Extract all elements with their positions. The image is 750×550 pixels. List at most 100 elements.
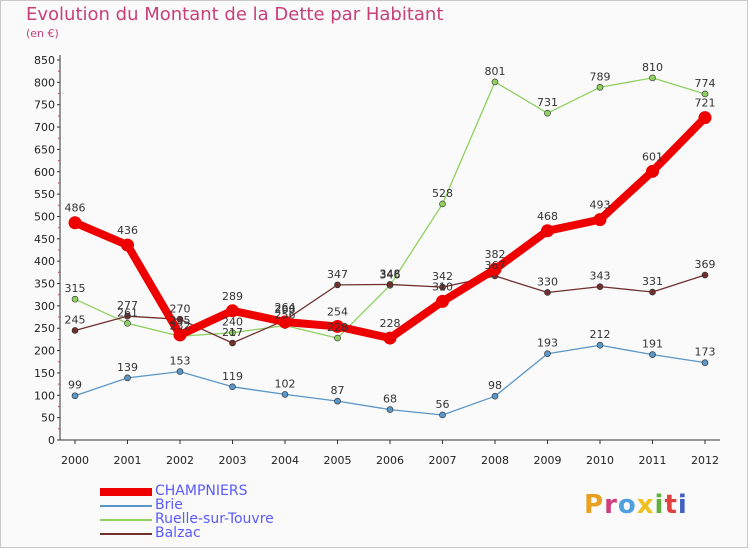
data-point-champniers: [121, 238, 134, 252]
data-point-brie: [229, 383, 236, 391]
data-label-champniers: 601: [642, 150, 663, 163]
legend-swatch: [100, 519, 152, 521]
logo-letter: o: [617, 490, 637, 520]
data-label-balzac: 347: [327, 268, 348, 281]
data-label-brie: 102: [275, 377, 296, 390]
data-label-ruelle-sur-touvre: 528: [432, 187, 453, 200]
y-tick-label: 850: [34, 54, 55, 67]
y-tick-label: 450: [34, 233, 55, 246]
data-point-balzac: [124, 312, 131, 320]
data-label-ruelle-sur-touvre: 801: [485, 65, 506, 78]
data-label-brie: 56: [436, 398, 450, 411]
logo-letter: r: [604, 490, 618, 520]
y-tick-label: 100: [34, 389, 55, 402]
data-point-brie: [544, 350, 551, 358]
x-tick-label: 2002: [166, 454, 194, 467]
y-tick-label: 550: [34, 188, 55, 201]
data-point-champniers: [488, 262, 502, 276]
data-label-brie: 173: [695, 346, 716, 359]
y-tick-label: 400: [34, 255, 55, 268]
x-tick-label: 2007: [429, 454, 457, 467]
data-point-ruelle-sur-touvre: [124, 320, 131, 327]
data-point-brie: [491, 392, 499, 400]
logo-letter: i: [677, 490, 688, 520]
data-label-champniers: 228: [380, 317, 401, 330]
data-label-balzac: 348: [380, 267, 401, 280]
x-tick-label: 2010: [586, 454, 614, 467]
y-tick-label: 50: [41, 412, 55, 425]
data-point-brie: [439, 411, 446, 419]
x-tick-label: 2012: [691, 454, 719, 467]
data-point-brie: [71, 392, 79, 400]
x-tick-label: 2008: [481, 454, 509, 467]
y-tick-label: 700: [34, 121, 55, 134]
data-label-ruelle-sur-touvre: 789: [590, 70, 611, 83]
data-label-brie: 191: [642, 338, 663, 351]
data-label-balzac: 331: [642, 275, 663, 288]
legend-label: CHAMPNIERS: [155, 483, 248, 499]
data-point-brie: [649, 351, 656, 358]
data-label-ruelle-sur-touvre: 256: [275, 309, 296, 322]
data-label-ruelle-sur-touvre: 228: [327, 321, 348, 334]
data-point-balzac: [649, 288, 656, 296]
y-tick-label: 750: [34, 99, 55, 112]
data-label-champniers: 235: [170, 314, 191, 327]
data-point-champniers: [278, 315, 292, 329]
y-tick-label: 200: [34, 345, 55, 358]
data-label-brie: 153: [170, 355, 191, 368]
x-tick-label: 2003: [219, 454, 247, 467]
legend-swatch: [100, 533, 152, 535]
logo-letter: i: [654, 490, 665, 520]
data-label-champniers: 486: [65, 202, 86, 215]
legend-label: Brie: [155, 497, 183, 513]
data-point-balzac: [701, 271, 709, 279]
logo-letter: x: [636, 490, 655, 520]
data-label-ruelle-sur-touvre: 315: [65, 282, 86, 295]
data-point-champniers: [383, 331, 397, 345]
data-label-brie: 139: [117, 361, 138, 374]
y-tick-label: 150: [34, 367, 55, 380]
data-point-balzac: [334, 281, 341, 289]
data-point-champniers: [698, 111, 712, 125]
x-tick-label: 2005: [324, 454, 352, 467]
data-point-brie: [281, 391, 289, 398]
data-label-balzac: 369: [695, 258, 716, 271]
data-label-champniers: 254: [327, 305, 348, 318]
x-tick-label: 2006: [376, 454, 404, 467]
data-point-balzac: [544, 289, 551, 296]
data-point-ruelle-sur-touvre: [439, 200, 446, 208]
data-point-ruelle-sur-touvre: [701, 90, 709, 98]
data-label-champniers: 468: [537, 210, 558, 223]
data-label-ruelle-sur-touvre: 346: [380, 268, 401, 281]
data-point-brie: [596, 341, 604, 349]
data-label-champniers: 382: [485, 248, 506, 261]
data-point-brie: [701, 359, 709, 366]
data-label-balzac: 245: [65, 313, 86, 326]
data-point-balzac: [71, 327, 79, 334]
data-point-ruelle-sur-touvre: [71, 295, 79, 303]
data-label-balzac: 342: [432, 270, 453, 283]
data-point-champniers: [68, 216, 82, 230]
logo-letter: P: [584, 490, 605, 520]
data-label-ruelle-sur-touvre: 232: [170, 319, 191, 332]
data-point-champniers: [226, 304, 239, 318]
y-tick-label: 600: [34, 166, 55, 179]
data-label-champniers: 310: [432, 280, 453, 293]
data-point-champniers: [173, 328, 187, 342]
data-point-brie: [334, 397, 341, 405]
data-label-balzac: 367: [485, 259, 506, 272]
chart-subtitle: (en €): [26, 27, 59, 40]
legend-swatch: [100, 505, 152, 507]
data-point-champniers: [541, 224, 554, 238]
x-tick-label: 2001: [114, 454, 142, 467]
data-point-champniers: [593, 213, 607, 227]
legend-label: Ruelle-sur-Touvre: [155, 511, 274, 527]
data-point-balzac: [176, 315, 184, 323]
data-point-brie: [386, 406, 394, 413]
data-point-brie: [124, 374, 131, 382]
y-tick-label: 500: [34, 210, 55, 223]
data-point-balzac: [229, 339, 236, 347]
data-label-balzac: 268: [275, 303, 296, 316]
data-label-balzac: 343: [590, 270, 611, 283]
